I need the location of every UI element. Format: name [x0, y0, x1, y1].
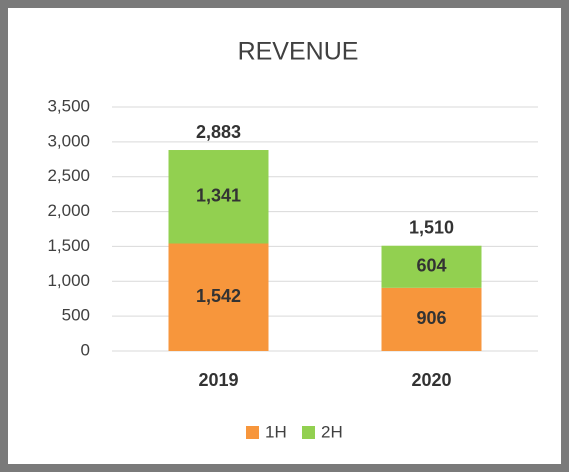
y-tick-label: 500: [62, 306, 90, 325]
y-tick-label: 3,500: [47, 96, 90, 115]
total-label: 1,510: [409, 217, 454, 237]
y-tick-label: 1,500: [47, 236, 90, 255]
y-tick-label: 1,000: [47, 271, 90, 290]
y-tick-label: 0: [81, 340, 90, 359]
x-tick-label: 2020: [411, 370, 451, 390]
legend-label: 2H: [321, 422, 343, 441]
y-tick-label: 3,000: [47, 131, 90, 150]
value-label: 604: [416, 256, 446, 276]
y-tick-label: 2,500: [47, 166, 90, 185]
value-label: 1,341: [196, 186, 241, 206]
legend-swatch: [302, 426, 315, 439]
value-label: 906: [416, 308, 446, 328]
bar-segment: [381, 245, 482, 288]
chart-title: REVENUE: [238, 38, 359, 66]
bar-segment: [168, 150, 269, 244]
bar-segment: [381, 287, 482, 351]
legend-swatch: [246, 426, 259, 439]
bar-segment: [168, 243, 269, 351]
value-label: 1,542: [196, 286, 241, 306]
total-label: 2,883: [196, 122, 241, 142]
legend-label: 1H: [265, 422, 287, 441]
y-tick-label: 2,000: [47, 201, 90, 220]
x-tick-label: 2019: [198, 370, 238, 390]
